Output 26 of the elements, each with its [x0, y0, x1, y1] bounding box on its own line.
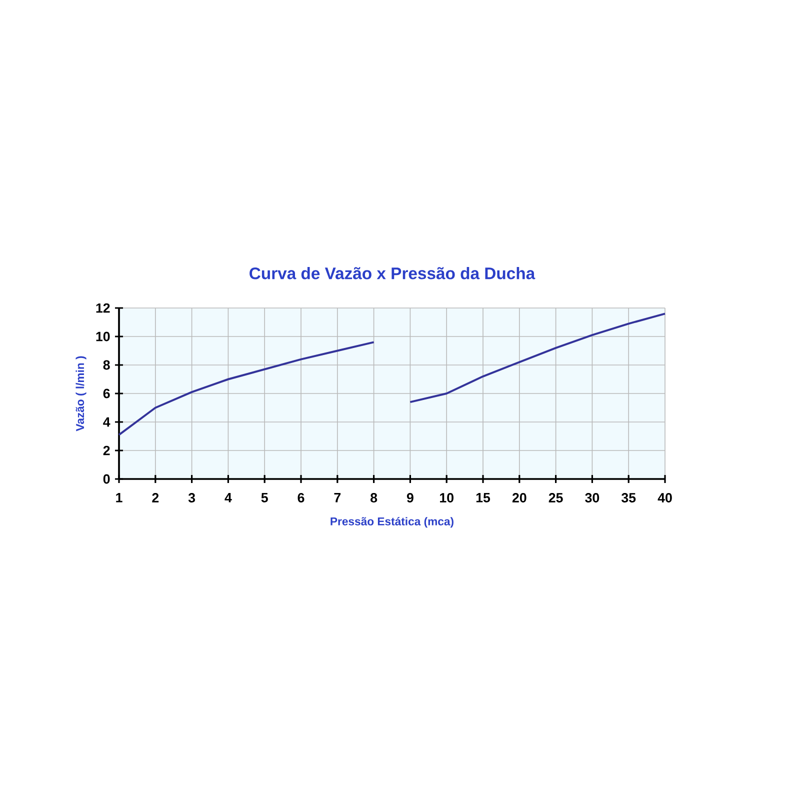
x-tick-label: 3 [188, 493, 196, 502]
y-tick-label: 6 [103, 388, 110, 398]
y-tick-label: 4 [103, 417, 110, 427]
y-tick-label: 2 [103, 446, 110, 456]
x-tick-label: 1 [116, 493, 122, 502]
x-tick-label: 35 [622, 493, 636, 502]
x-tick-label: 20 [512, 493, 526, 502]
x-tick-label: 9 [406, 493, 414, 502]
x-tick-label: 15 [476, 493, 490, 502]
x-tick-label: 8 [370, 493, 378, 502]
y-tick-label: 0 [103, 474, 110, 484]
x-tick-label: 40 [658, 493, 672, 502]
x-tick-label: 30 [585, 493, 600, 502]
x-tick-label: 4 [224, 493, 232, 502]
x-tick-label: 6 [298, 493, 304, 502]
x-tick-label: 7 [334, 493, 341, 502]
x-tick-label: 5 [261, 493, 268, 502]
x-tick-label: 2 [152, 493, 159, 502]
y-axis-title: Vazão ( l/min ) [76, 356, 86, 432]
y-tick-label: 10 [96, 332, 110, 342]
y-tick-label: 12 [96, 303, 110, 313]
x-tick-label: 25 [548, 493, 563, 502]
x-axis-title: Pressão Estática (mca) [330, 516, 454, 528]
y-tick-label: 8 [103, 360, 110, 370]
x-tick-label: 10 [440, 493, 454, 502]
chart-title: Curva de Vazão x Pressão da Ducha [250, 267, 536, 280]
